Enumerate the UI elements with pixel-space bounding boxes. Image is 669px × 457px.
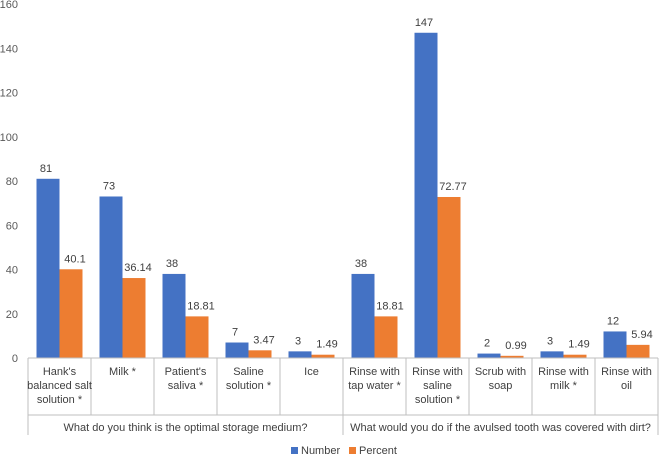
data-label-percent: 18.81 — [376, 300, 404, 312]
bar-number — [414, 32, 438, 358]
bar-number — [477, 353, 501, 358]
x-category-label-line: milk * — [550, 380, 578, 392]
bar-percent — [185, 316, 209, 358]
x-category-label: Hank's balanced salt solution * — [27, 366, 92, 406]
x-category-label-line: Ice — [304, 366, 319, 378]
x-category-label-line: solution * — [226, 380, 272, 392]
x-category-label-line: Rinse with — [349, 366, 400, 378]
y-tick-label: 0 — [12, 353, 18, 365]
bars — [36, 32, 650, 358]
data-label-percent: 3.47 — [253, 334, 274, 346]
x-category-label: Rinse with saline solution * — [412, 366, 463, 406]
x-group-label: What do you think is the optimal storage… — [64, 422, 308, 434]
bar-percent — [122, 278, 146, 358]
x-category-label: Patient's saliva * — [165, 366, 207, 392]
x-category-label-line: Rinse with — [412, 366, 463, 378]
bar-number — [99, 196, 123, 358]
data-label-percent: 0.99 — [505, 340, 526, 352]
data-label-number: 38 — [166, 258, 178, 270]
x-category-label: Saline solution * — [226, 366, 272, 392]
data-label-percent: 5.94 — [631, 329, 652, 341]
y-tick-label: 160 — [0, 0, 18, 11]
bar-percent — [311, 354, 335, 358]
data-label-number: 12 — [607, 315, 619, 327]
bar-percent — [374, 316, 398, 358]
data-label-number: 81 — [40, 163, 52, 175]
x-category-label-line: Rinse with — [538, 366, 589, 378]
bar-percent — [563, 354, 587, 358]
x-category-label-line: Hank's — [43, 366, 77, 378]
x-category-label-line: soap — [489, 380, 513, 392]
y-tick-label: 100 — [0, 132, 18, 144]
data-label-percent: 72.77 — [439, 181, 467, 193]
legend-label-number: Number — [301, 445, 340, 457]
x-category-label: Milk * — [109, 366, 137, 378]
x-category-label-line: saline — [423, 380, 452, 392]
x-category-label-line: solution * — [415, 394, 461, 406]
data-label-percent: 1.49 — [568, 339, 589, 351]
x-category-label-line: saliva * — [168, 380, 204, 392]
bar-number — [225, 342, 249, 358]
y-tick-label: 80 — [6, 176, 18, 188]
bar-percent — [59, 269, 83, 358]
y-tick-label: 20 — [6, 309, 18, 321]
x-category-label-line: solution * — [37, 394, 83, 406]
x-category-label-line: Scrub with — [475, 366, 526, 378]
data-label-percent: 1.49 — [316, 339, 337, 351]
data-label-number: 7 — [232, 327, 238, 339]
data-label-number: 3 — [295, 335, 301, 347]
data-label-percent: 40.1 — [64, 253, 85, 265]
x-category-label-line: Patient's — [165, 366, 207, 378]
x-category-label-line: Milk * — [109, 366, 137, 378]
data-label-number: 38 — [355, 258, 367, 270]
legend-label-percent: Percent — [359, 445, 397, 457]
data-label-number: 3 — [547, 335, 553, 347]
data-label-number: 73 — [103, 180, 115, 192]
x-category-label-line: balanced salt — [27, 380, 92, 392]
data-label-percent: 18.81 — [187, 300, 215, 312]
bar-percent — [437, 196, 461, 358]
x-category-label-line: Rinse with — [601, 366, 652, 378]
legend-swatch-number — [291, 447, 298, 454]
bar-number — [603, 331, 627, 358]
y-tick-label: 140 — [0, 43, 18, 55]
legend-swatch-percent — [349, 447, 356, 454]
x-axis: Hank's balanced salt solution * Milk * Patie… — [27, 357, 659, 435]
legend: Number Percent — [291, 445, 397, 457]
data-label-number: 147 — [415, 17, 433, 29]
bar-percent — [248, 350, 272, 358]
x-category-label: Rinse with tap water * — [348, 366, 401, 392]
y-tick-label: 40 — [6, 265, 18, 277]
x-category-label-line: oil — [621, 380, 632, 392]
x-category-label: Rinse with oil — [601, 366, 652, 392]
bar-number — [540, 351, 564, 358]
x-category-label-line: tap water * — [348, 380, 401, 392]
x-group-label: What would you do if the avulsed tooth w… — [350, 422, 651, 434]
data-label-number: 2 — [484, 338, 490, 350]
bar-percent — [500, 355, 524, 358]
bar-number — [351, 273, 375, 358]
bar-number — [36, 178, 60, 358]
bar-number — [162, 273, 186, 358]
x-category-label: Rinse with milk * — [538, 366, 589, 392]
x-category-label-line: Saline — [233, 366, 264, 378]
bar-percent — [626, 344, 650, 358]
bar-number — [288, 351, 312, 358]
x-category-label: Scrub with soap — [475, 366, 526, 392]
x-category-label: Ice — [304, 366, 319, 378]
y-tick-label: 60 — [6, 220, 18, 232]
y-axis: 0 20 40 60 80 100 120 140 160 — [0, 0, 18, 365]
data-label-percent: 36.14 — [124, 262, 152, 274]
y-tick-label: 120 — [0, 88, 18, 100]
